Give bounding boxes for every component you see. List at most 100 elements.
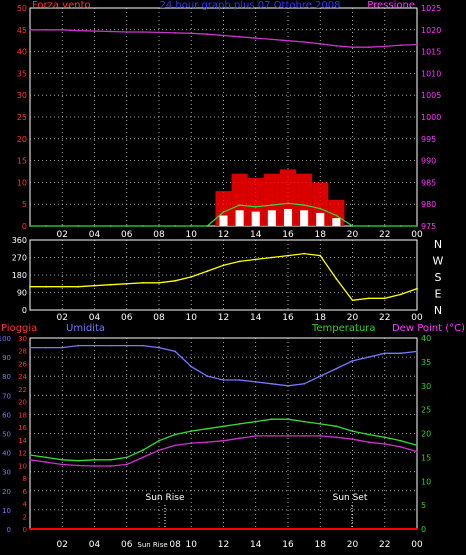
temperature-tick: 30 [421,382,431,391]
dew-point-line-point [383,443,386,445]
dew-point-line-point [190,442,193,444]
wind-average-line-point [367,225,370,227]
wind-tick: 5 [22,200,27,209]
wind-tick: 35 [17,69,27,78]
pressure-line-point [125,31,128,33]
wind-tick: 25 [17,113,27,122]
wind-tick: 10 [17,178,27,187]
rain-line-point [158,528,160,530]
direction-tick: 90 [17,289,27,298]
compass-label: N [434,304,442,317]
rain-line-point [61,528,64,530]
rain-line-point [109,528,112,530]
humidity-line-point [303,382,306,385]
dew-point-line-point [61,463,64,466]
humidity-tick: 28 [18,348,27,356]
wind-calm-fill [316,212,325,226]
dew-point-line-point [206,441,209,443]
humidity-tick: 20 [18,399,27,407]
top-x-tick: 12 [218,230,229,240]
wind-average-line-point [383,225,386,227]
mid-x-tick: 02 [57,313,68,323]
wind-average-line-point [222,211,225,213]
wind-calm-fill [251,211,260,226]
humidity-line-point [45,346,48,349]
humidity-line-point [93,344,96,347]
bottom-panel-grid [30,338,417,529]
humidity-line-point [383,352,386,355]
wind-tick: 40 [17,48,27,57]
temperature-line-point [351,430,354,432]
direction-tick: 270 [12,254,27,263]
wind-direction-line-point [29,285,31,288]
humidity-tick: 22 [18,386,27,394]
temperature-line-point [238,423,241,425]
humidity-tick: 14 [18,437,27,445]
bottom-x-tick: Sun Rise [137,541,167,549]
bottom-x-tick: 08 [169,540,181,550]
dew-point-line-point [351,438,354,441]
pressure-line-point [238,35,241,38]
rain-line-point [351,528,354,530]
rain-tick: 50 [2,431,11,439]
bottom-time-axis: 02 04 06 Sun Rise 08 10 12 14 16 18 20 22 00 [57,540,423,550]
rain-line-point [141,528,144,530]
compass-label: E [435,288,442,301]
pressure-line-point [335,45,338,47]
pressure-line-point [383,45,386,48]
sun-rise-label: Sun Rise [146,493,185,503]
humidity-tick: 12 [18,450,27,458]
temperature-line-point [206,427,209,430]
dew-point-line-point [254,435,257,437]
pressure-line-point [206,33,209,36]
humidity-tick: 30 [18,335,27,343]
rain-tick: 100 [0,335,11,343]
wind-average-line-point [319,207,322,210]
humidity-line-point [190,365,193,368]
mid-x-tick: 20 [347,313,359,323]
wind-average-line-point [416,225,418,227]
pressure-tick: 1020 [421,26,441,35]
wind-average-line-point [399,225,402,227]
rain-tick: 60 [2,411,11,419]
wind-calm-fill [332,218,341,226]
pressure-line-point [254,37,257,39]
pressure-tick: 995 [421,135,436,144]
pressure-line-point [367,46,370,49]
mid-x-tick: 04 [89,313,101,323]
wind-average-line-point [61,225,64,227]
mid-x-tick: 22 [379,313,390,323]
temperature-line-point [190,430,193,432]
wind-calm-fill [267,210,276,226]
humidity-line-point [61,346,64,349]
temperature-line-point [287,418,289,421]
wind-average-line-point [141,225,144,227]
direction-series [29,252,418,302]
humidity-line-point [109,344,112,347]
dew-point-line-point [303,435,306,437]
humidity-line-point [29,346,31,349]
wind-direction-line-point [335,278,338,280]
humidity-line-point [416,350,418,353]
wind-average-line-point [158,225,160,227]
rain-line-point [222,528,225,530]
wind-average-line-point [351,225,354,227]
wind-tick: 50 [17,4,27,13]
wind-direction-line-point [141,281,144,284]
wind-direction-line-point [238,260,241,263]
pressure-line-point [77,29,80,32]
humidity-line-point [254,381,257,383]
wind-direction-line-point [383,297,386,300]
dew-point-line-point [416,450,418,453]
humidity-line-point [351,360,354,362]
rain-tick: 30 [2,469,11,477]
direction-tick: 0 [22,306,27,315]
wind-average-line-point [335,214,338,217]
humidity-line-point [125,344,128,347]
wind-average-line-point [238,204,241,207]
wind-average-line-point [77,225,80,227]
rain-line-point [367,528,370,530]
mid-x-tick: 18 [315,313,327,323]
wind-direction-line-point [303,252,306,255]
